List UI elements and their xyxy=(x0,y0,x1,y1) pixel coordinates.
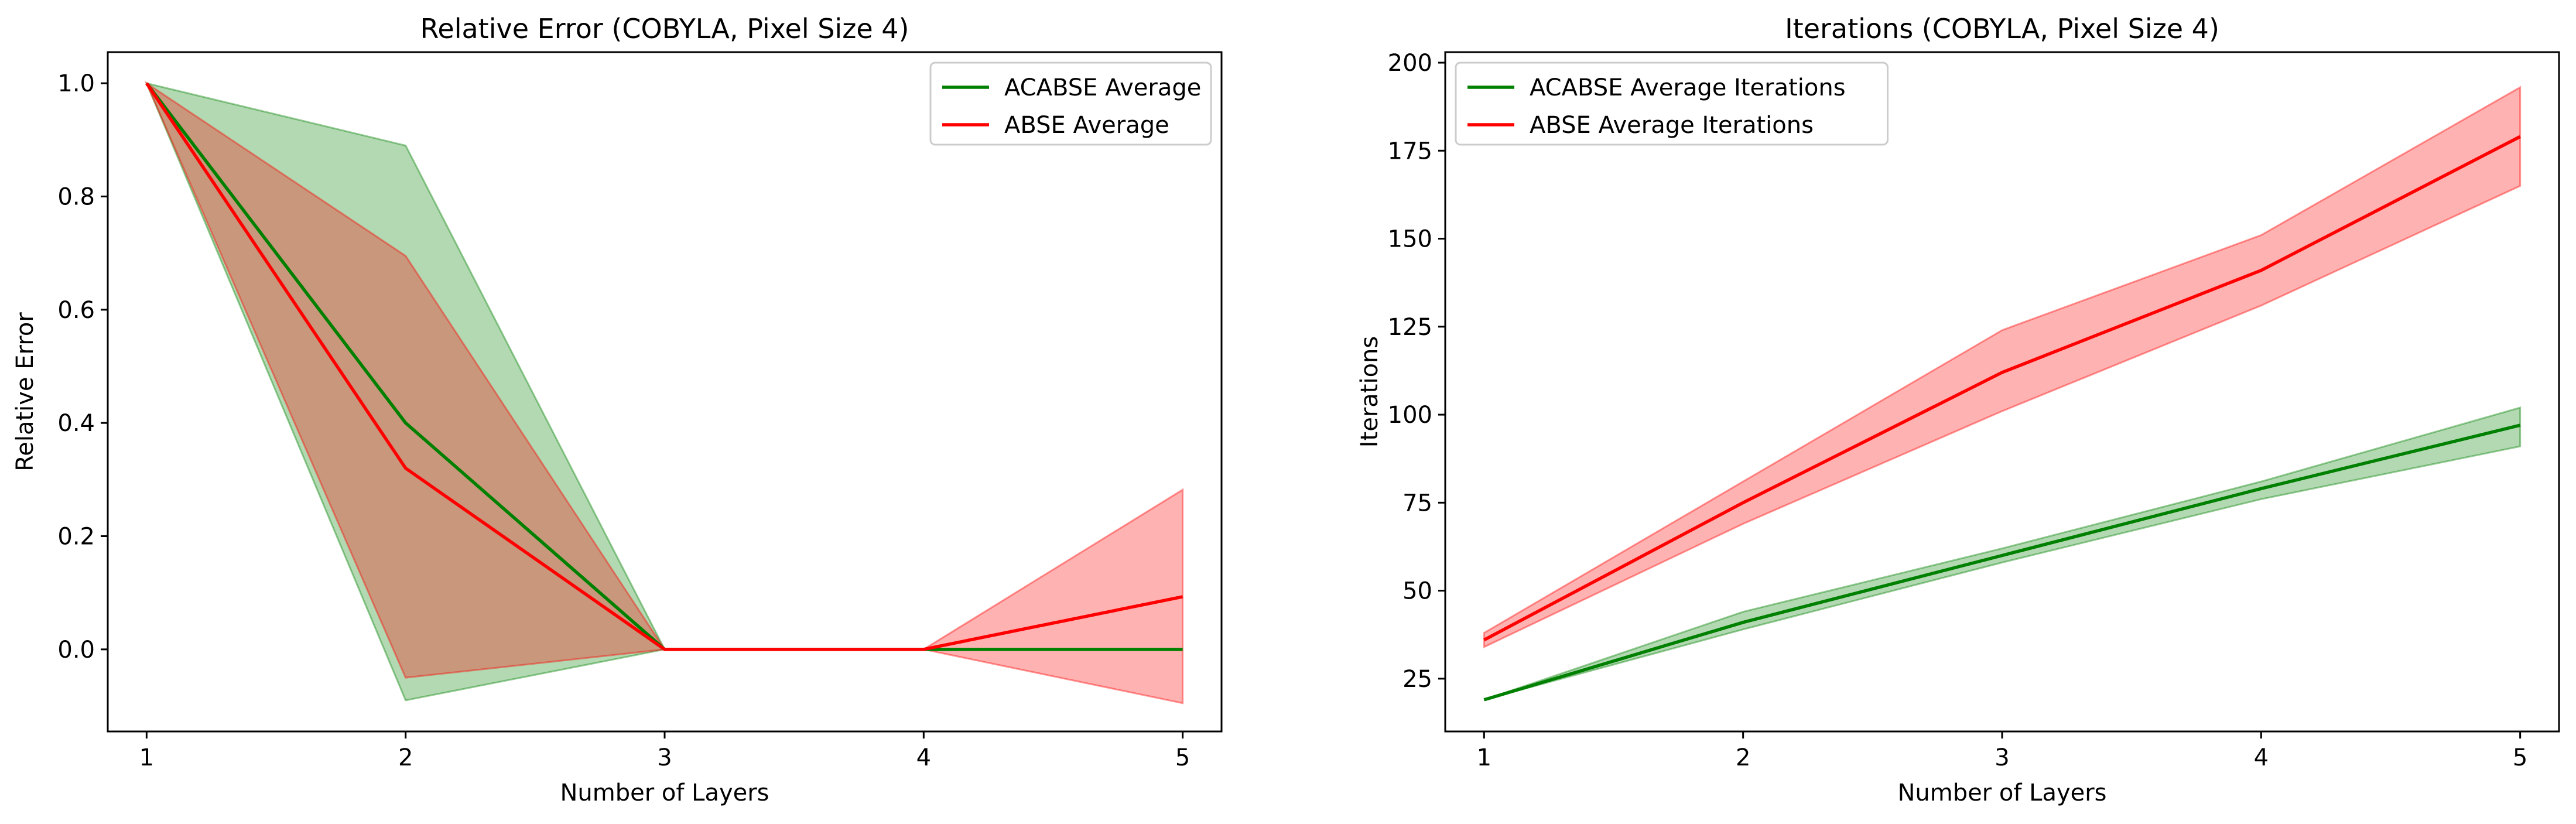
legend-label-1: ACABSE Average Iterations xyxy=(1530,74,1846,101)
y-tick-label: 1.0 xyxy=(57,70,95,97)
x-tick-label: 1 xyxy=(1477,744,1491,771)
x-tick-label: 3 xyxy=(1995,744,2009,771)
x-tick-label: 4 xyxy=(916,744,931,771)
chart-panel-1: 1 2 3 4 5 0.0 0.2 0.4 0.6 0.8 1.0 Relative Error (C… xyxy=(12,13,1223,806)
x-tick-label: 3 xyxy=(657,744,672,771)
y-tick-label: 0.4 xyxy=(57,410,95,437)
y-axis-label: Relative Error xyxy=(12,312,39,471)
legend: ACABSE Average ABSE Average xyxy=(929,61,1212,146)
chart-title: Relative Error (COBYLA, Pixel Size 4) xyxy=(420,13,909,45)
x-tick-label: 5 xyxy=(2513,744,2527,771)
y-tick-label: 75 xyxy=(1402,490,1432,517)
y-axis-label: Iterations xyxy=(1356,336,1383,448)
y-tick-label: 150 xyxy=(1388,226,1432,253)
y-tick-label: 175 xyxy=(1388,138,1432,165)
series-band-2 xyxy=(1483,86,2522,649)
legend-box xyxy=(929,61,1212,146)
legend: ACABSE Average Iterations ABSE Average It… xyxy=(1455,61,1889,146)
y-tick-label: 50 xyxy=(1402,578,1432,605)
x-tick-label: 1 xyxy=(139,744,154,771)
x-tick-label: 2 xyxy=(398,744,413,771)
x-axis-label: Number of Layers xyxy=(560,779,769,806)
x-axis-label: Number of Layers xyxy=(1897,779,2106,806)
y-tick-label: 0.6 xyxy=(57,297,95,324)
y-tick-label: 0.8 xyxy=(57,184,95,211)
series-line-2 xyxy=(145,82,1183,651)
legend-label-1: ACABSE Average xyxy=(1004,74,1201,101)
chart-title: Iterations (COBYLA, Pixel Size 4) xyxy=(1785,13,2219,45)
series-line-2 xyxy=(1483,135,2521,642)
series-band-1 xyxy=(1483,406,2522,701)
legend-box xyxy=(1455,61,1889,146)
series-band-1 xyxy=(145,82,1183,702)
y-tick-label: 100 xyxy=(1388,402,1432,429)
series-line-1 xyxy=(1483,423,2521,702)
legend-label-2: ABSE Average xyxy=(1004,112,1169,139)
chart-panel-2: 1 2 3 4 5 25 50 75 100 125 150 175 200 Iterations (CO… xyxy=(1356,13,2560,806)
x-tick-label: 2 xyxy=(1736,744,1750,771)
y-tick-label: 200 xyxy=(1388,50,1432,77)
series-band-2 xyxy=(144,81,1184,705)
x-tick-label: 5 xyxy=(1175,744,1190,771)
y-tick-label: 25 xyxy=(1402,666,1432,693)
y-tick-label: 0.0 xyxy=(57,637,95,664)
x-tick-label: 4 xyxy=(2254,744,2269,771)
y-tick-label: 0.2 xyxy=(57,524,95,551)
y-tick-label: 125 xyxy=(1388,314,1432,341)
legend-label-2: ABSE Average Iterations xyxy=(1530,112,1814,139)
